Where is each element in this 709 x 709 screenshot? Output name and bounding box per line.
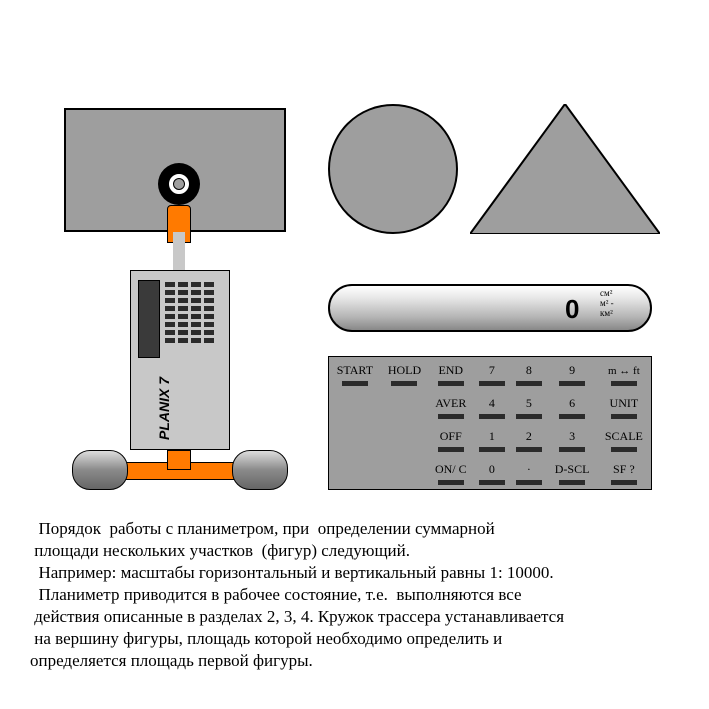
- tracer-wheel-inner: [173, 178, 185, 190]
- key-2[interactable]: 2: [510, 423, 547, 456]
- key-1[interactable]: 1: [473, 423, 510, 456]
- roller-left: [72, 450, 128, 490]
- key-empty: [329, 390, 381, 423]
- key-7[interactable]: 7: [473, 357, 510, 390]
- key-scale[interactable]: SCALE: [597, 423, 651, 456]
- keypad: START HOLD END 7 8 9 m ↔ ft AVER 4 5 6 U…: [328, 356, 652, 490]
- display-value: 0: [565, 294, 579, 325]
- key-5[interactable]: 5: [510, 390, 547, 423]
- key-dot[interactable]: ·: [510, 456, 547, 489]
- key-3[interactable]: 3: [547, 423, 596, 456]
- key-sf[interactable]: SF ?: [597, 456, 651, 489]
- key-empty: [381, 423, 428, 456]
- key-end[interactable]: END: [428, 357, 473, 390]
- description-text: Порядок работы с планиметром, при опреде…: [30, 518, 690, 672]
- key-aver[interactable]: AVER: [428, 390, 473, 423]
- para-line-1: Порядок работы с планиметром, при опреде…: [30, 518, 690, 540]
- key-unit[interactable]: UNIT: [597, 390, 651, 423]
- key-off[interactable]: OFF: [428, 423, 473, 456]
- key-6[interactable]: 6: [547, 390, 596, 423]
- para-line-7: определяется площадь первой фигуры.: [30, 650, 690, 672]
- para-line-5: действия описанные в разделах 2, 3, 4. К…: [30, 606, 690, 628]
- key-empty: [381, 456, 428, 489]
- key-8[interactable]: 8: [510, 357, 547, 390]
- para-line-6: на вершину фигуры, площадь которой необх…: [30, 628, 690, 650]
- key-mft[interactable]: m ↔ ft: [597, 357, 651, 390]
- key-empty: [381, 390, 428, 423]
- para-line-4: Планиметр приводится в рабочее состояние…: [30, 584, 690, 606]
- orange-arm-bottom: [167, 450, 191, 470]
- key-4[interactable]: 4: [473, 390, 510, 423]
- para-line-2: площади нескольких участков (фигур) след…: [30, 540, 690, 562]
- key-hold[interactable]: HOLD: [381, 357, 428, 390]
- key-9[interactable]: 9: [547, 357, 596, 390]
- unit-stack: см² м² - км²: [600, 288, 614, 318]
- unit-m2: м² -: [600, 298, 614, 308]
- side-screen: [138, 280, 160, 358]
- unit-km2: км²: [600, 308, 614, 318]
- canvas: PLANIX 7 0 см² м² - км² START HOLD END 7…: [0, 0, 709, 709]
- key-dscl[interactable]: D-SCL: [547, 456, 596, 489]
- unit-cm2: см²: [600, 288, 614, 298]
- mini-keypad: [165, 279, 214, 346]
- roller-right: [232, 450, 288, 490]
- key-onc[interactable]: ON/ C: [428, 456, 473, 489]
- key-0[interactable]: 0: [473, 456, 510, 489]
- key-empty: [329, 423, 381, 456]
- shaft: [173, 232, 185, 272]
- sample-circle: [328, 104, 458, 234]
- key-start[interactable]: START: [329, 357, 381, 390]
- key-empty: [329, 456, 381, 489]
- sample-triangle: [470, 104, 660, 234]
- device-label: PLANIX 7: [156, 377, 172, 440]
- para-line-3: Например: масштабы горизонтальный и верт…: [30, 562, 690, 584]
